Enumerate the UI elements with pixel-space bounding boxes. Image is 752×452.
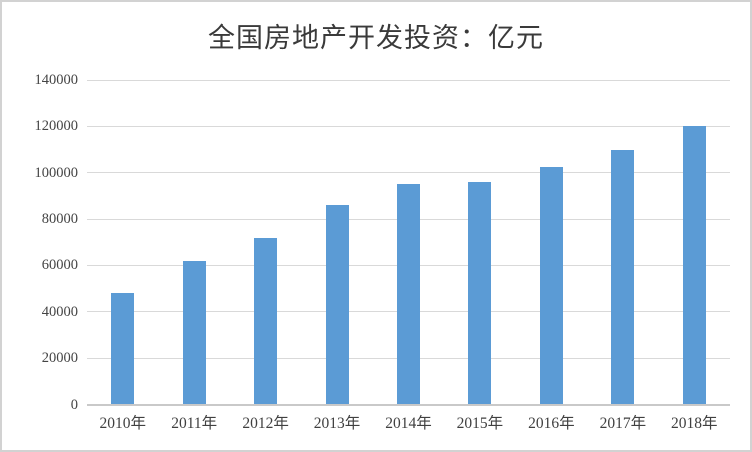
gridline-120000 — [87, 125, 730, 127]
bar-2016年 — [539, 166, 563, 405]
x-axis-tick-label: 2013年 — [313, 414, 361, 432]
y-axis-tick-label: 60000 — [41, 257, 78, 274]
y-axis-tick-label: 0 — [70, 396, 78, 413]
y-axis-tick-label: 80000 — [41, 211, 78, 228]
x-axis-tick-label: 2016年 — [528, 414, 575, 432]
bar-2010年 — [111, 292, 135, 405]
chart-title: 全国房地产开发投资：亿元 — [208, 23, 544, 53]
y-axis-tick-label: 140000 — [34, 72, 79, 88]
x-axis-tick-label: 2012年 — [242, 414, 289, 432]
bar-2014年 — [397, 184, 420, 405]
bar-2012年 — [254, 238, 278, 405]
x-axis-tick-label: 2014年 — [385, 414, 432, 432]
x-axis-tick-label: 2010年 — [99, 414, 146, 432]
x-axis-tick-label: 2015年 — [456, 414, 504, 432]
y-axis-tick-label: 100000 — [34, 164, 79, 181]
gridline-140000 — [87, 79, 730, 81]
gridline-100000 — [87, 172, 730, 174]
x-axis-tick-label: 2011年 — [171, 414, 218, 432]
bar-2015年 — [468, 181, 492, 405]
y-axis-tick-label: 40000 — [41, 303, 78, 320]
y-axis-tick-label: 120000 — [34, 118, 79, 135]
bar-2011年 — [182, 261, 206, 405]
y-axis-tick-label: 20000 — [41, 350, 78, 367]
x-axis-tick-label: 2018年 — [671, 414, 718, 432]
bar-2013年 — [325, 205, 349, 405]
x-axis-line — [87, 403, 730, 406]
bar-2017年 — [611, 149, 635, 405]
bar-2018年 — [682, 125, 706, 405]
x-axis-tick-label: 2017年 — [599, 414, 647, 432]
